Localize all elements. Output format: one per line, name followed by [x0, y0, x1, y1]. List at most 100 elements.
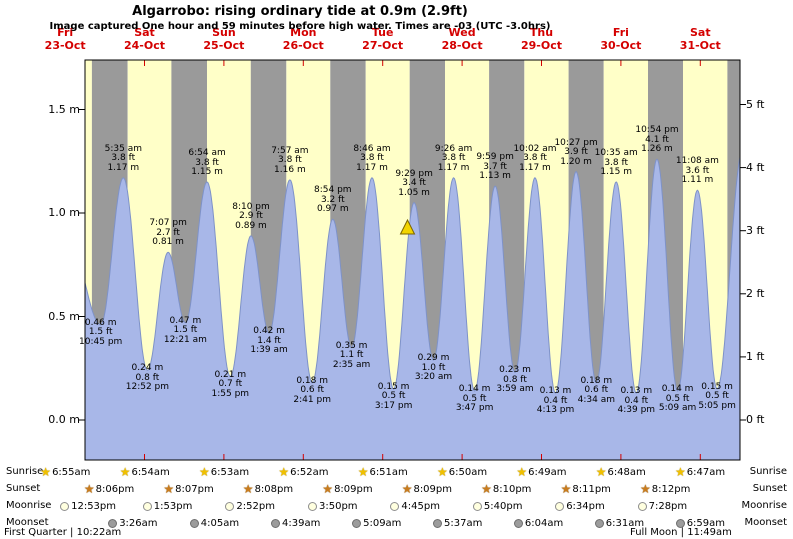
tide-high-annotation: 6:54 am 3.8 ft 1.15 m	[188, 148, 226, 177]
feet-tick-label: 4 ft	[746, 160, 765, 174]
sunrise-entry: ★ 6:48am	[596, 464, 646, 480]
sunrise-star-icon: ★	[516, 465, 528, 479]
sunrise-star-icon: ★	[437, 465, 448, 479]
moonset-time: 6:04am	[524, 517, 564, 529]
sunrise-star-icon: ★	[278, 465, 290, 479]
moonrise-circle-icon	[555, 501, 565, 511]
tide-high-annotation: 9:26 am 3.8 ft 1.17 m	[434, 143, 473, 173]
sunrise-entry: ★ 6:54am	[120, 464, 170, 480]
moonset-circle-icon	[352, 518, 362, 528]
sunset-entry: ★ 8:09pm	[322, 481, 372, 497]
moonrise-time: 4:45pm	[401, 500, 440, 512]
moonset-time: 4:39am	[282, 517, 321, 529]
moonset-entry: 5:37am	[433, 515, 482, 531]
moonrise-entry: 4:45pm	[390, 498, 440, 514]
sunrise-star-icon: ★	[595, 465, 607, 479]
sunset-time: 8:07pm	[175, 483, 214, 495]
full-moon-label: Full Moon | 11:49am	[630, 527, 732, 538]
tide-high-annotation: 10:02 am 3.8 ft 1.17 m	[513, 143, 557, 173]
sunrise-entry: ★ 6:47am	[675, 464, 725, 480]
day-date: 23-Oct	[44, 39, 86, 52]
moonrise-time: 7:28pm	[648, 500, 688, 512]
feet-tick-label: 1 ft	[746, 349, 765, 363]
sunrise-star-icon: ★	[40, 465, 52, 479]
sunrise-entry: ★ 6:50am	[437, 464, 487, 480]
tide-low-annotation: 0.15 m 0.5 ft 3:17 pm	[374, 381, 413, 411]
sunrise-time: 6:49am	[528, 466, 567, 478]
moonset-entry: 4:05am	[189, 515, 240, 531]
sunrise-star-icon: ★	[357, 465, 369, 479]
moonset-time: 5:37am	[444, 517, 483, 529]
sunrise-entry: ★ 6:53am	[199, 464, 249, 480]
sunset-star-icon: ★	[640, 482, 651, 496]
day-of-week: Sat	[689, 26, 711, 39]
meters-tick-label: 1.0 m	[48, 206, 80, 219]
day-of-week: Tue	[371, 26, 394, 39]
tide-low-annotation: 0.29 m 1.0 ft 3:20 am	[414, 353, 453, 382]
moonrise-entry: 6:34pm	[555, 498, 605, 514]
sunrise-star-icon: ★	[119, 465, 131, 479]
sunrise-time: 6:55am	[52, 466, 91, 478]
sunset-entry: ★ 8:10pm	[481, 481, 531, 497]
sunrise-label-right: Sunrise	[749, 466, 787, 477]
sunset-time: 8:10pm	[492, 483, 532, 495]
sunrise-entry: ★ 6:51am	[358, 464, 408, 480]
moonset-entry: 4:39am	[271, 515, 320, 531]
moonset-row: Moonset 3:26am 4:05am 4:39am 5:09am 5:37am 6:0…	[0, 515, 793, 531]
sunset-entry: ★ 8:11pm	[561, 481, 611, 497]
moonrise-circle-icon	[225, 501, 235, 511]
sunset-entry: ★ 8:09pm	[402, 481, 452, 497]
day-of-week: Mon	[290, 26, 317, 39]
moonrise-circle-icon	[308, 501, 317, 511]
moonset-time: 5:09am	[363, 517, 402, 529]
moonrise-time: 1:53pm	[153, 500, 193, 512]
tide-high-annotation: 10:27 pm 3.9 ft 1.20 m	[554, 137, 598, 167]
sunset-star-icon: ★	[83, 482, 95, 496]
sunset-star-icon: ★	[560, 482, 572, 496]
day-of-week: Thu	[529, 26, 554, 39]
sunrise-time: 6:48am	[607, 466, 646, 478]
sunset-star-icon: ★	[242, 482, 254, 496]
sunrise-time: 6:54am	[131, 466, 170, 478]
moonset-time: 4:05am	[200, 517, 240, 529]
moonset-entry: 6:59am	[675, 515, 725, 531]
day-of-week: Sun	[212, 26, 236, 39]
tide-low-annotation: 0.42 m 1.4 ft 1:39 am	[250, 326, 288, 356]
moonrise-entry: 2:52pm	[225, 498, 275, 514]
moonrise-label-left: Moonrise	[6, 500, 52, 511]
day-label: Fri 23-Oct	[45, 26, 86, 52]
tide-low-annotation: 0.35 m 1.1 ft 2:35 am	[332, 340, 371, 370]
sunset-time: 8:09pm	[334, 483, 373, 495]
moonrise-row: Moonrise 12:53pm 1:53pm 2:52pm 3:50pm 4:45pm 5…	[0, 498, 793, 514]
sunset-time: 8:06pm	[95, 483, 135, 495]
sunrise-time: 6:52am	[290, 466, 329, 478]
current-time-marker-icon	[399, 218, 416, 235]
day-of-week: Fri	[57, 26, 74, 39]
sunrise-row: Sunrise ★ 6:55am ★ 6:54am ★ 6:53am ★ 6:52am ★ 6:51…	[0, 464, 793, 480]
meters-tick-label: 1.5 m	[48, 102, 80, 116]
moonset-circle-icon	[271, 518, 280, 528]
tide-high-annotation: 9:59 pm 3.7 ft 1.13 m	[476, 152, 514, 182]
tide-high-annotation: 8:54 pm 3.2 ft 0.97 m	[314, 185, 352, 215]
tide-high-annotation: 11:08 am 3.6 ft 1.11 m	[675, 156, 719, 186]
sunset-entry: ★ 8:07pm	[163, 481, 213, 497]
sunset-time: 8:09pm	[413, 483, 452, 495]
moonset-circle-icon	[675, 518, 685, 528]
sunset-entry: ★ 8:12pm	[640, 481, 690, 497]
day-date: 28-Oct	[441, 39, 483, 52]
moonset-circle-icon	[108, 518, 118, 528]
sunset-star-icon: ★	[481, 482, 492, 496]
sunrise-star-icon: ★	[199, 465, 210, 479]
day-date: 29-Oct	[520, 39, 563, 52]
tide-low-annotation: 0.47 m 1.5 ft 12:21 am	[163, 315, 207, 345]
moonset-entry: 6:31am	[594, 515, 644, 531]
first-quarter-moon-label: First Quarter | 10:22am	[4, 527, 122, 538]
moonset-label-left: Moonset	[6, 517, 49, 528]
sunrise-time: 6:50am	[448, 466, 488, 478]
moonrise-circle-icon	[60, 501, 70, 511]
day-label: Tue 27-Oct	[362, 26, 403, 52]
moonrise-time: 5:40pm	[483, 500, 523, 512]
moonset-entry: 6:04am	[513, 515, 564, 531]
